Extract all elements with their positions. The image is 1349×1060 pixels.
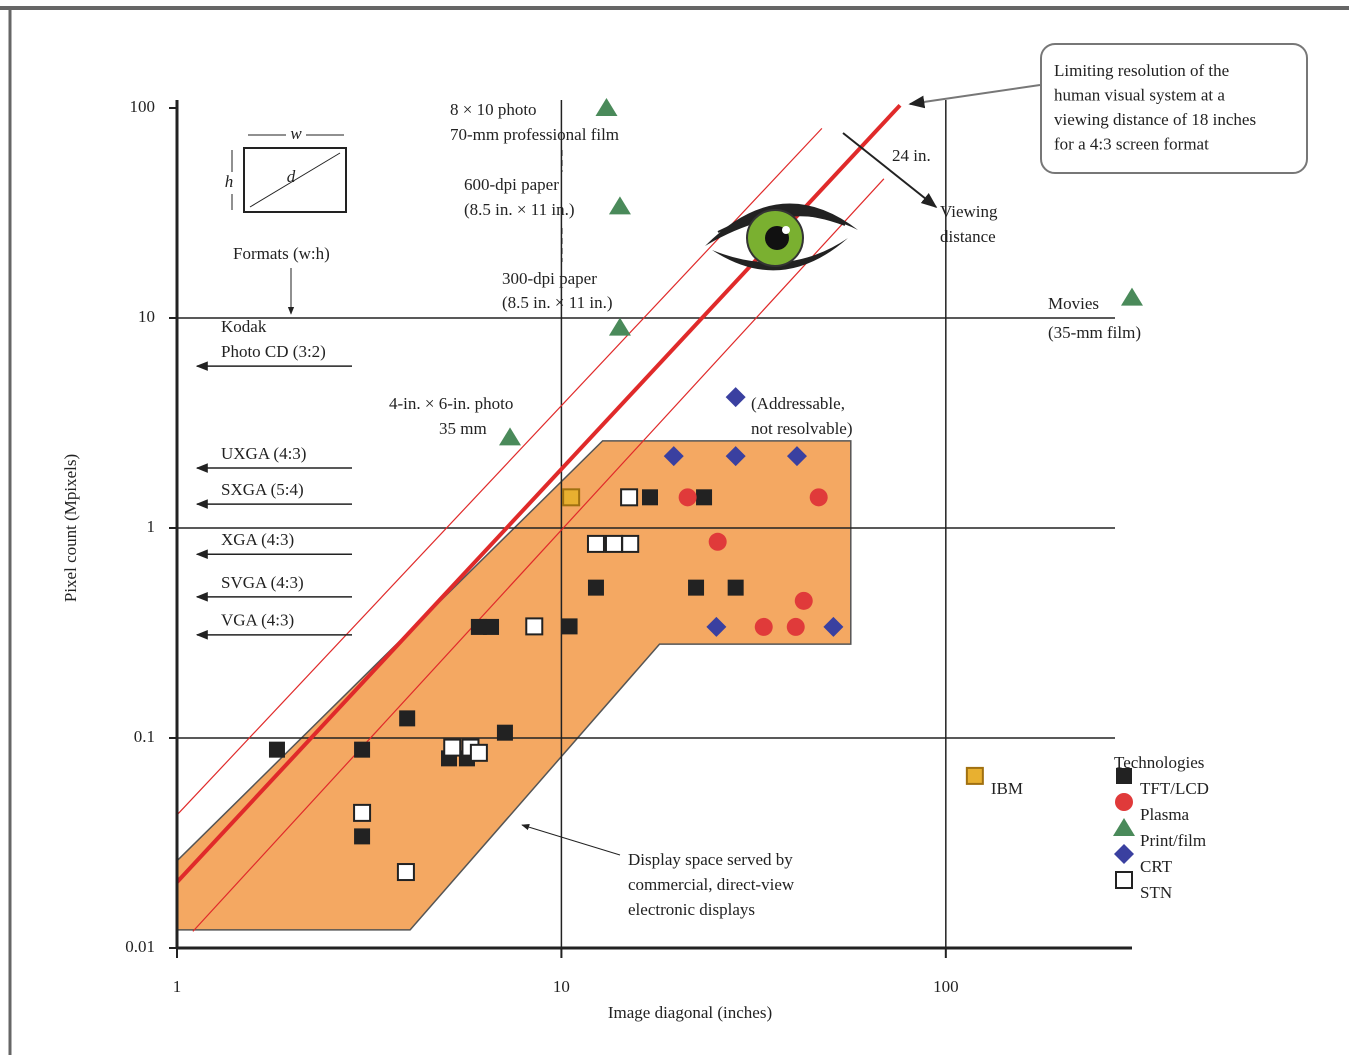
- marker: [606, 536, 622, 552]
- marker: [588, 536, 604, 552]
- legend-label: TFT/LCD: [1140, 779, 1209, 798]
- format-label: Photo CD (3:2): [221, 342, 326, 361]
- annotation: not resolvable): [751, 419, 853, 438]
- marker: [562, 618, 578, 634]
- marker: [497, 725, 513, 741]
- format-label: XGA (4:3): [221, 530, 294, 549]
- annotation: 300-dpi paper: [502, 269, 597, 288]
- x-tick-label: 100: [933, 977, 959, 996]
- annotation: distance: [940, 227, 996, 246]
- marker: [679, 488, 697, 506]
- annotation: 600-dpi paper: [464, 175, 559, 194]
- annotation: commercial, direct-view: [628, 875, 795, 894]
- format-label: SXGA (5:4): [221, 480, 304, 499]
- marker: [563, 489, 579, 505]
- marker: [728, 580, 744, 596]
- marker: [399, 710, 415, 726]
- marker: [967, 768, 983, 784]
- marker: [354, 805, 370, 821]
- marker: [444, 740, 460, 756]
- page: {"chart_data": { "type": "scatter", "xla…: [0, 0, 1349, 1055]
- inset-label: h: [225, 172, 234, 191]
- marker: [622, 536, 638, 552]
- y-tick-label: 0.01: [125, 937, 155, 956]
- marker: [398, 864, 414, 880]
- marker: [269, 742, 285, 758]
- formats-title: Formats (w:h): [233, 244, 330, 263]
- annotation: (8.5 in. × 11 in.): [464, 200, 574, 219]
- annotation: Limiting resolution of the: [1054, 61, 1229, 80]
- marker: [810, 488, 828, 506]
- marker: [709, 533, 727, 551]
- marker: [696, 489, 712, 505]
- y-tick-label: 0.1: [134, 727, 155, 746]
- annotation: 8 × 10 photo: [450, 100, 537, 119]
- marker: [471, 745, 487, 761]
- marker: [755, 618, 773, 636]
- inset-label: w: [290, 124, 302, 143]
- marker: [483, 619, 499, 635]
- marker: [795, 592, 813, 610]
- annotation: 24 in.: [892, 146, 931, 165]
- annotation: electronic displays: [628, 900, 755, 919]
- marker: [588, 580, 604, 596]
- annotation: Viewing: [940, 202, 998, 221]
- format-label: UXGA (4:3): [221, 444, 306, 463]
- annotation: 4-in. × 6-in. photo: [389, 394, 513, 413]
- chart: w h d Formats (w:h) Image diagonal (inch…: [0, 0, 1349, 1055]
- legend-label: Plasma: [1140, 805, 1190, 824]
- annotation: (Addressable,: [751, 394, 845, 413]
- annotation: human visual system at a: [1054, 85, 1225, 104]
- x-axis-label: Image diagonal (inches): [608, 1003, 772, 1022]
- marker: [688, 580, 704, 596]
- annotation: (35-mm film): [1048, 323, 1141, 342]
- legend-marker: [1115, 793, 1133, 811]
- y-tick-label: 1: [147, 517, 156, 536]
- marker: [621, 489, 637, 505]
- legend-label: STN: [1140, 883, 1172, 902]
- y-axis-label: Pixel count (Mpixels): [61, 454, 80, 602]
- marker: [526, 618, 542, 634]
- annotation: Display space served by: [628, 850, 793, 869]
- y-tick-label: 10: [138, 307, 155, 326]
- marker: [354, 828, 370, 844]
- x-tick-label: 10: [553, 977, 570, 996]
- legend-label: Print/film: [1140, 831, 1206, 850]
- format-label: SVGA (4:3): [221, 573, 304, 592]
- annotation: viewing distance of 18 inches: [1054, 110, 1256, 129]
- legend-marker: [1116, 768, 1132, 784]
- annotation: 70-mm professional film: [450, 125, 619, 144]
- marker: [787, 618, 805, 636]
- annotation: 35 mm: [439, 419, 487, 438]
- format-label: VGA (4:3): [221, 611, 294, 630]
- inset-label: d: [287, 167, 296, 186]
- legend-label: CRT: [1140, 857, 1173, 876]
- format-label: Kodak: [221, 317, 267, 336]
- annotation: (8.5 in. × 11 in.): [502, 293, 612, 312]
- annotation: for a 4:3 screen format: [1054, 134, 1209, 153]
- point-label: IBM: [991, 779, 1023, 798]
- annotation: Movies: [1048, 294, 1099, 313]
- y-tick-label: 100: [130, 97, 156, 116]
- eye-highlight: [782, 226, 790, 234]
- marker: [642, 489, 658, 505]
- legend-marker: [1116, 872, 1132, 888]
- marker: [354, 742, 370, 758]
- x-tick-label: 1: [173, 977, 182, 996]
